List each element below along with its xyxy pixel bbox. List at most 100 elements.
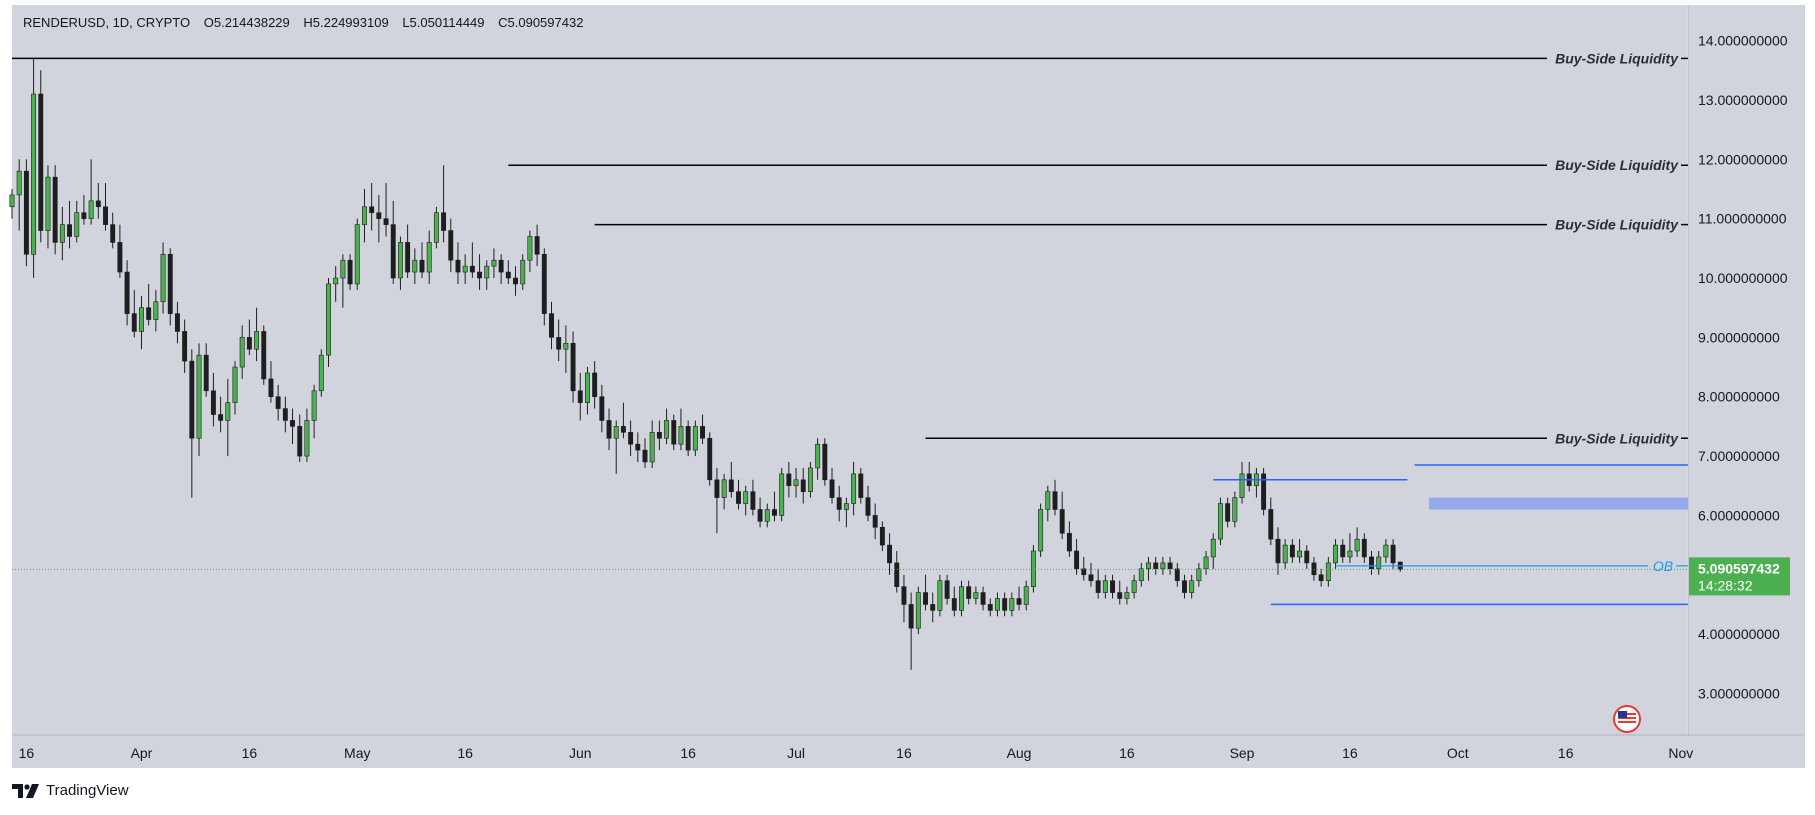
candle-body-down (700, 426, 705, 439)
tradingview-logo[interactable]: TradingView (12, 782, 129, 799)
candle-body-down (297, 426, 303, 457)
candle (203, 343, 209, 397)
candle (1002, 592, 1008, 617)
candle (1268, 497, 1274, 546)
candle (81, 194, 87, 225)
candle (1160, 556, 1166, 575)
candle-body-up (1146, 562, 1151, 570)
candle-body-up (1376, 556, 1382, 570)
candle (1167, 556, 1173, 575)
candle-body-down (275, 396, 281, 409)
candle (894, 551, 900, 593)
candle (966, 580, 972, 605)
candle-body-up (232, 366, 238, 403)
candle-body-up (153, 301, 159, 320)
candle (441, 165, 447, 243)
candle-body-down (383, 218, 389, 225)
candle-body-down (556, 337, 562, 350)
candle-body-up (721, 479, 727, 498)
x-tick-label: 16 (896, 745, 912, 761)
candle (1340, 539, 1346, 563)
candle-body-up (1325, 562, 1331, 581)
candle (1210, 533, 1216, 569)
candle-body-up (793, 479, 799, 487)
candle (95, 183, 101, 219)
candle (772, 491, 777, 522)
candle (995, 592, 1000, 617)
candle (793, 467, 799, 498)
price-axis-background (1688, 5, 1805, 735)
y-tick-label: 14.000000000 (1698, 33, 1788, 49)
candle-body-up (1383, 544, 1389, 558)
candle (419, 242, 425, 279)
candle-body-up (1347, 550, 1353, 558)
candle (851, 461, 857, 516)
candle (52, 165, 58, 255)
candle-body-down (268, 378, 274, 398)
candle-body-down (81, 212, 87, 219)
candle (728, 461, 734, 498)
candle (685, 420, 691, 457)
candle (74, 200, 80, 243)
candle-body-up (318, 354, 324, 392)
candle-body-down (1081, 568, 1087, 576)
candle (110, 212, 116, 249)
candle-body-down (110, 224, 116, 243)
candle (649, 420, 655, 468)
candle-body-up (340, 259, 346, 279)
candle-body-down (980, 592, 986, 605)
candle-body-down (944, 580, 950, 599)
candle-body-down (1311, 562, 1317, 576)
candle (1153, 556, 1159, 575)
candle (1376, 551, 1382, 575)
candle (397, 236, 403, 290)
candle (405, 224, 411, 279)
candle (1088, 562, 1094, 587)
y-tick-label: 9.000000000 (1698, 329, 1780, 345)
tradingview-brand-text: TradingView (46, 782, 129, 799)
candle (290, 408, 295, 445)
candle (1325, 556, 1331, 587)
candle-body-down (210, 390, 216, 415)
candle (635, 432, 641, 462)
candle-body-up (1138, 568, 1144, 581)
candle-body-down (879, 526, 885, 546)
candle (491, 248, 497, 279)
candle (1182, 574, 1187, 599)
candle (534, 224, 540, 267)
candle-body-down (1268, 509, 1274, 540)
candle-body-up (807, 467, 813, 492)
candle-body-up (59, 224, 65, 243)
us-flag-icon[interactable] (1613, 705, 1641, 733)
candle-body-up (959, 586, 964, 611)
candle-body-up (9, 194, 15, 208)
candle-body-up (433, 212, 439, 243)
candle-body-up (362, 206, 367, 225)
candle-body-down (685, 426, 691, 451)
candle-body-down (728, 479, 734, 492)
candle-body-down (182, 331, 188, 362)
y-tick-label: 4.000000000 (1698, 626, 1780, 642)
candle-body-up (1023, 586, 1029, 605)
candle-body-up (1217, 503, 1223, 540)
y-tick-label: 10.000000000 (1698, 270, 1788, 286)
candle-body-down (203, 354, 209, 392)
candle-body-down (872, 515, 878, 528)
candle (261, 325, 267, 385)
candle-body-down (448, 230, 454, 261)
candle-body-down (469, 265, 475, 273)
candle (1102, 574, 1108, 599)
candle-body-down (750, 491, 756, 510)
candle-body-up (937, 580, 943, 611)
x-tick-label: 16 (1342, 745, 1358, 761)
candle (16, 159, 22, 231)
candle-body-up (1038, 509, 1044, 552)
candle-body-down (707, 437, 713, 481)
candle-body-down (987, 604, 993, 611)
candle (210, 372, 216, 427)
candle-body-up (843, 503, 849, 510)
candle (31, 58, 37, 279)
chart-header: RENDERUSD, 1D, CRYPTO O5.214438229 H5.22… (23, 15, 583, 30)
